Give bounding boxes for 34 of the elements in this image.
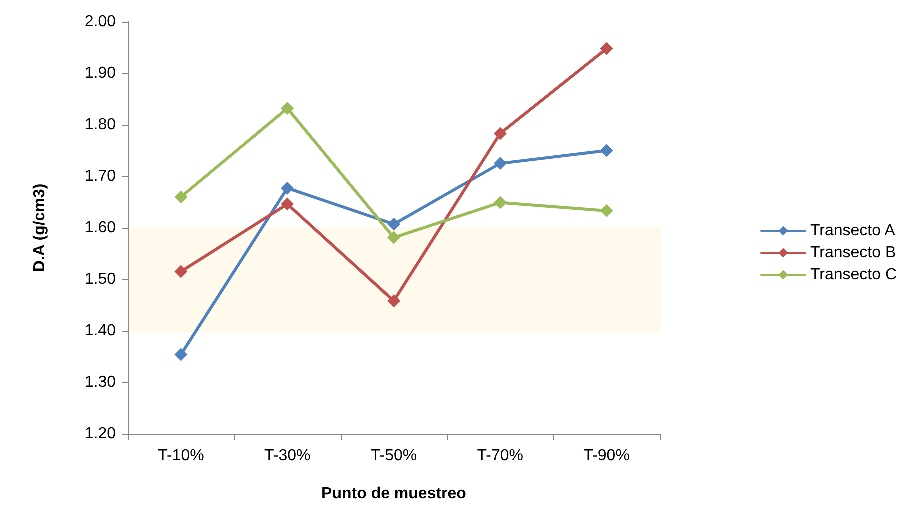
y-tick-label: 1.30 (84, 374, 116, 391)
y-tick-label: 1.90 (84, 65, 116, 82)
y-tick-label: 1.70 (84, 168, 116, 185)
point (174, 348, 188, 362)
point (281, 182, 294, 195)
point (174, 190, 188, 204)
y-axis-title: D.A (g/cm3) (32, 184, 48, 272)
point (388, 231, 400, 244)
point (281, 102, 294, 116)
legend-label: Transecto C (810, 266, 897, 284)
x-axis-title: Punto de muestreo (322, 486, 467, 502)
x-tick-label: T-10% (158, 448, 204, 464)
legend-label: Transecto A (810, 222, 896, 240)
x-tick-label: T-70% (477, 448, 524, 464)
point (494, 157, 507, 170)
x-tick-label: T-50% (370, 448, 418, 464)
point (494, 127, 507, 140)
x-tick-label: T-90% (584, 448, 630, 464)
y-tick-label: 1.60 (84, 220, 116, 236)
point (600, 144, 614, 158)
point (600, 42, 614, 56)
point (281, 198, 294, 211)
point (600, 204, 614, 218)
y-tick-label: 1.80 (84, 116, 116, 134)
x-tick-label: T-30% (264, 448, 311, 464)
point (388, 294, 400, 308)
y-tick-label: 2.00 (84, 14, 116, 30)
y-tick-label: 1.20 (84, 426, 116, 442)
legend-label: Transecto B (810, 244, 896, 262)
y-tick-label: 1.40 (84, 322, 116, 340)
y-tick-label: 1.50 (84, 271, 116, 288)
point (388, 218, 400, 231)
point (494, 196, 507, 210)
point (174, 265, 188, 278)
